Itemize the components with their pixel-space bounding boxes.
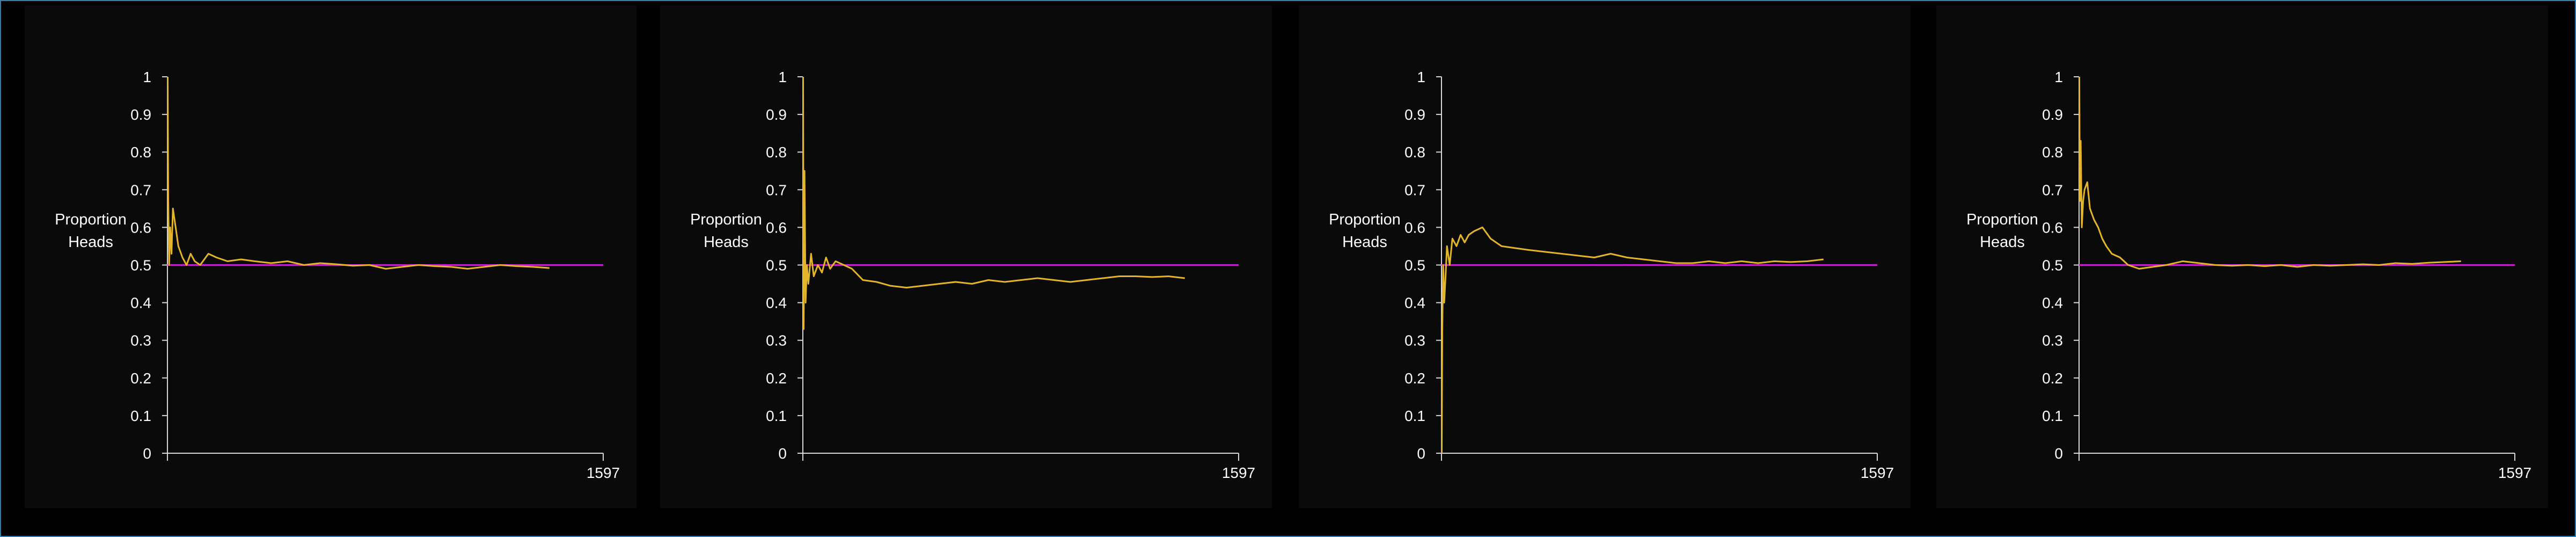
series-line (167, 76, 550, 270)
y-tick-label: 0.1 (2042, 408, 2063, 424)
y-tick-label: 0.8 (130, 144, 151, 161)
y-tick-label: 0.9 (1404, 106, 1425, 123)
chart-panel-4: Proportion Heads 0 0.1 0.2 0.3 0.4 0.5 0.6 0.7 0… (1936, 5, 2548, 508)
line-chart-1: 0 0.1 0.2 0.3 0.4 0.5 0.6 0.7 0.8 0.9 1 1597 (130, 69, 620, 481)
y-tick-label: 0.7 (1404, 182, 1425, 198)
y-tick-label: 0.1 (1404, 408, 1425, 424)
chart-panel-2: Proportion Heads 0 0.1 0.2 0.3 0.4 0.5 0.6 0.7 0… (660, 5, 1272, 508)
y-tick-label: 0.9 (766, 106, 787, 123)
y-tick-label: 0.4 (766, 295, 787, 311)
y-tick-label: 0.1 (130, 408, 151, 424)
y-tick-label: 0.8 (766, 144, 787, 161)
y-tick-label: 0.3 (1404, 332, 1425, 349)
y-tick-label: 0.3 (130, 332, 151, 349)
y-tick-label: 0.6 (2042, 219, 2063, 236)
y-axis-label: Proportion Heads (55, 211, 127, 251)
y-axis-label: Proportion Heads (1966, 211, 2038, 251)
y-tick-label: 0.4 (130, 295, 151, 311)
y-tick-label: 0.7 (2042, 182, 2063, 198)
y-tick-label: 0.5 (766, 257, 787, 274)
y-tick-label: 0.8 (1404, 144, 1425, 161)
chart-panel-1: Proportion Heads 0 0.1 0.2 0.3 0.4 0.5 0.6 0.7 0… (25, 5, 636, 508)
y-tick-label: 0.2 (130, 370, 151, 387)
y-tick-label: 0.3 (766, 332, 787, 349)
y-tick-label: 0.5 (2042, 257, 2063, 274)
y-tick-label: 0.3 (2042, 332, 2063, 349)
y-axis-label: Proportion Heads (690, 211, 762, 251)
y-tick-label: 0.8 (2042, 144, 2063, 161)
line-chart-2: 0 0.1 0.2 0.3 0.4 0.5 0.6 0.7 0.8 0.9 1 1597 (766, 69, 1255, 481)
y-tick-label: 0.2 (2042, 370, 2063, 387)
y-tick-label: 0.6 (130, 219, 151, 236)
x-tick-label: 1597 (1861, 465, 1894, 481)
y-tick-label: 1 (1417, 69, 1425, 85)
y-tick-label: 0.1 (766, 408, 787, 424)
x-tick-label: 1597 (1222, 465, 1255, 481)
y-tick-label: 0.4 (2042, 295, 2063, 311)
series-line (802, 76, 1185, 330)
y-tick-label: 0.5 (130, 257, 151, 274)
y-tick-label: 0 (2054, 445, 2063, 462)
y-tick-label: 0 (143, 445, 151, 462)
y-tick-label: 0.2 (1404, 370, 1425, 387)
y-tick-label: 0 (1417, 445, 1425, 462)
y-tick-label: 0.4 (1404, 295, 1425, 311)
x-tick-label: 1597 (587, 465, 620, 481)
y-tick-label: 0.6 (766, 219, 787, 236)
y-tick-label: 0 (778, 445, 787, 462)
y-tick-label: 1 (2054, 69, 2063, 85)
y-tick-label: 0.6 (1404, 219, 1425, 236)
series-line (1441, 226, 1824, 454)
y-tick-label: 1 (778, 69, 787, 85)
line-chart-4: 0 0.1 0.2 0.3 0.4 0.5 0.6 0.7 0.8 0.9 1 1597 (2042, 69, 2531, 481)
y-axis-label: Proportion Heads (1329, 211, 1401, 251)
y-tick-label: 0.9 (130, 106, 151, 123)
y-tick-label: 0.9 (2042, 106, 2063, 123)
y-tick-label: 0.2 (766, 370, 787, 387)
y-tick-label: 0.7 (766, 182, 787, 198)
chart-panel-3: Proportion Heads 0 0.1 0.2 0.3 0.4 0.5 0.6 0.7 0… (1299, 5, 1911, 508)
y-tick-label: 0.7 (130, 182, 151, 198)
y-tick-label: 0.5 (1404, 257, 1425, 274)
line-chart-3: 0 0.1 0.2 0.3 0.4 0.5 0.6 0.7 0.8 0.9 1 1597 (1404, 69, 1894, 481)
y-tick-label: 1 (143, 69, 151, 85)
series-line (2079, 76, 2461, 270)
x-tick-label: 1597 (2498, 465, 2531, 481)
